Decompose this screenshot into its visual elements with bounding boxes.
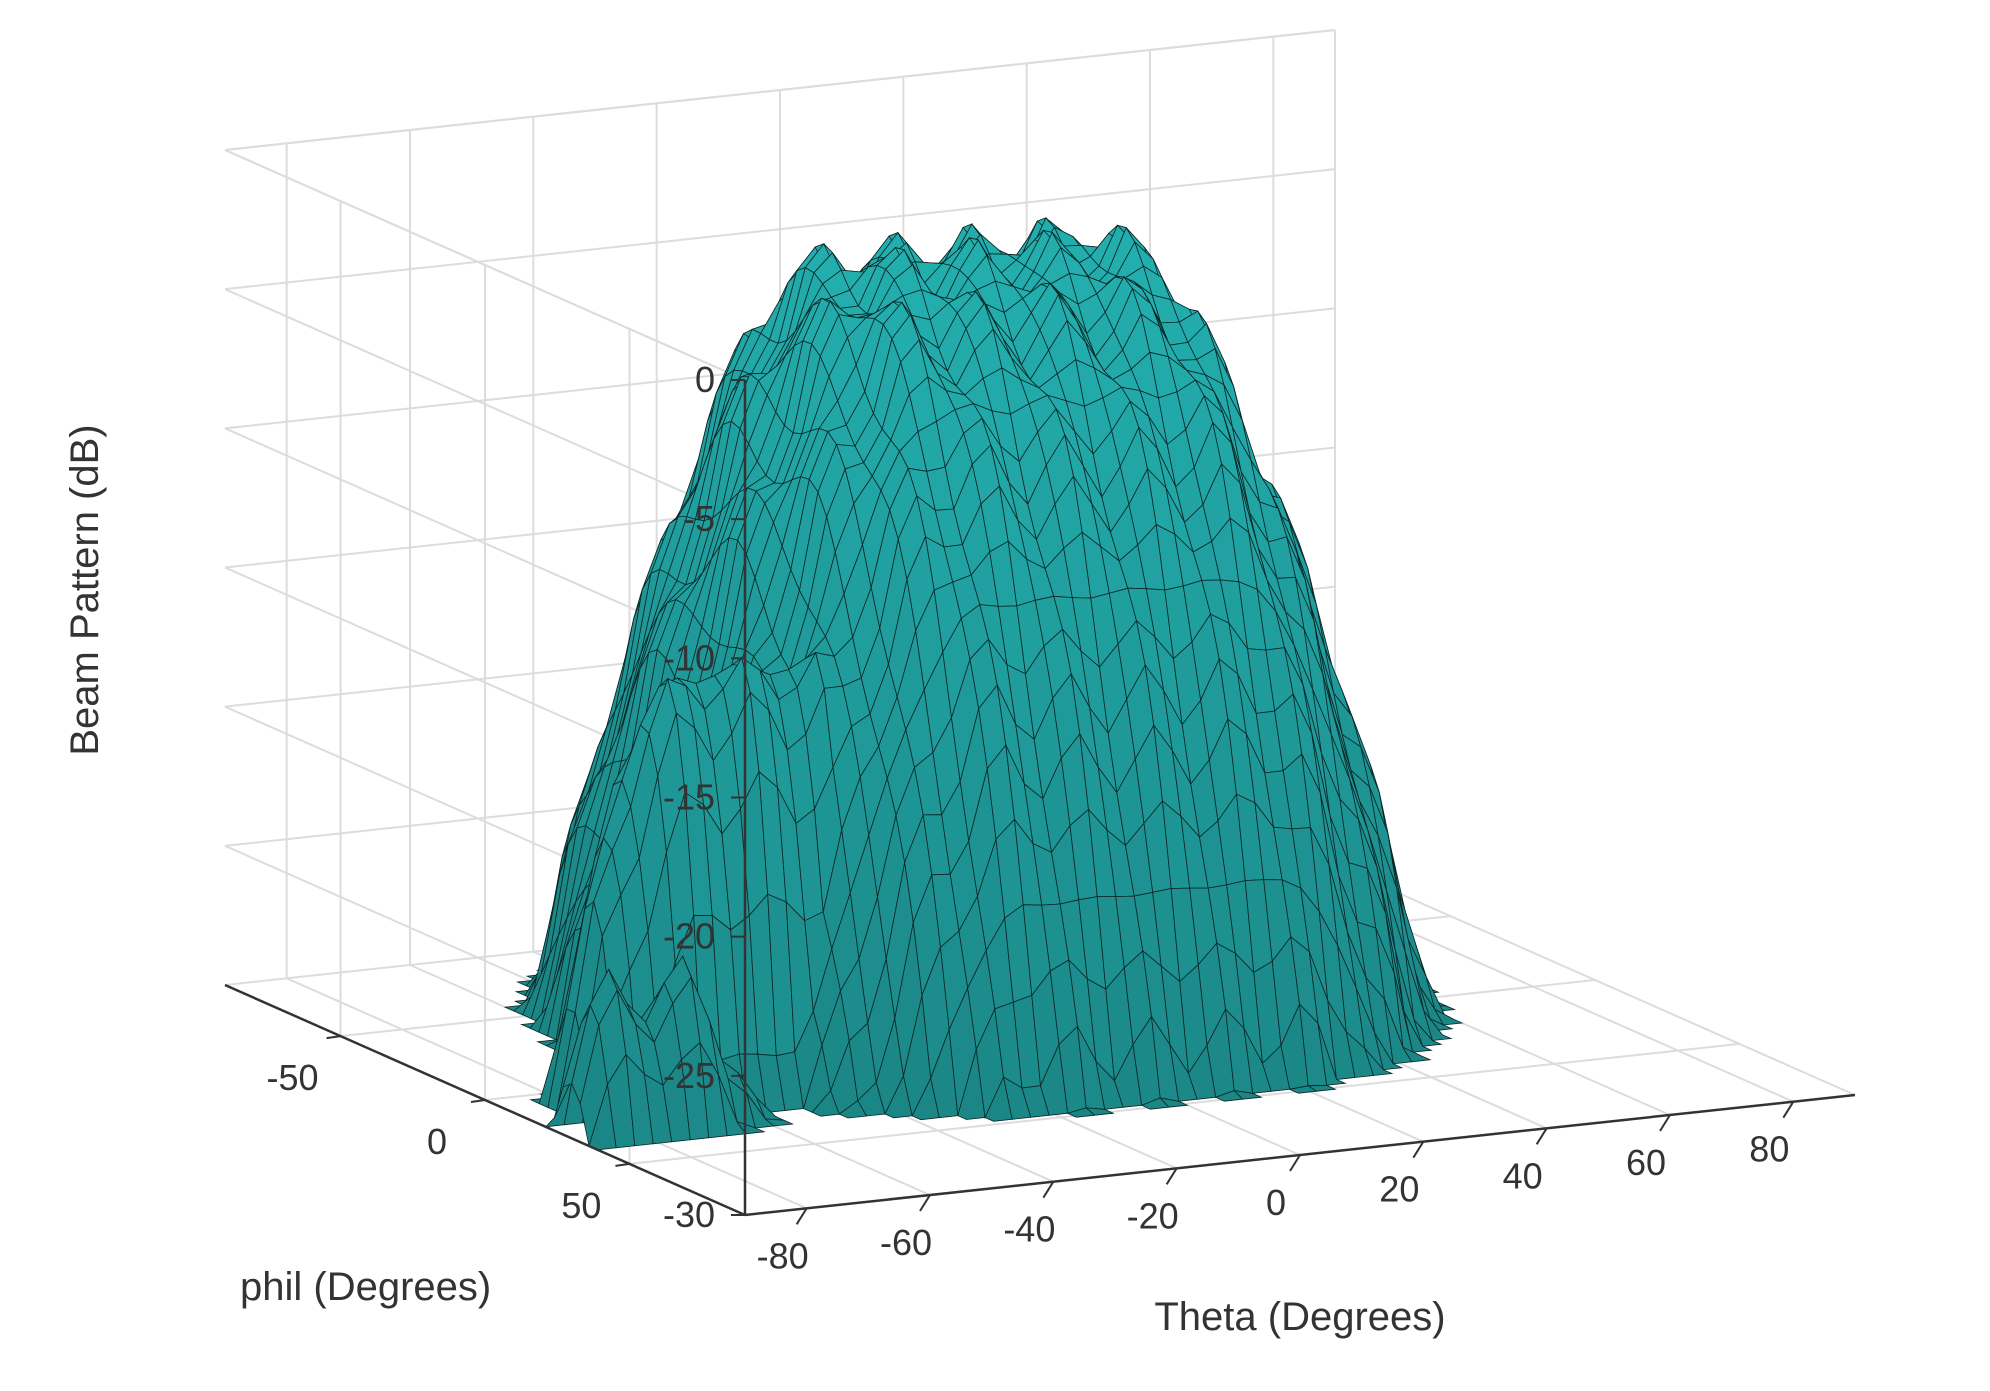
x-tick-label: 40 xyxy=(1503,1155,1543,1196)
surface-cell xyxy=(1159,1097,1189,1108)
z-axis-label: Beam Pattern (dB) xyxy=(63,424,107,755)
y-tick xyxy=(326,1035,341,1040)
x-tick-label: 80 xyxy=(1749,1129,1789,1170)
z-tick-label: -20 xyxy=(663,916,715,957)
surface-cell xyxy=(1364,1048,1394,1076)
y-tick-label: 0 xyxy=(427,1121,447,1162)
z-tick-label: -10 xyxy=(663,637,715,678)
x-tick-label: 20 xyxy=(1379,1169,1419,1210)
x-tick-label: -60 xyxy=(880,1222,932,1263)
z-tick-label: -5 xyxy=(683,498,715,539)
x-tick xyxy=(1412,1141,1425,1159)
y-tick-label: 50 xyxy=(561,1185,601,1226)
x-tick xyxy=(1289,1154,1301,1172)
tick-labels: 0 -5 -10 -15 -20 -25 -30 -80 -60 -40 -20 0 20 40 60 80 -… xyxy=(267,359,1790,1276)
surface-cell xyxy=(1233,1090,1263,1100)
surface-cell xyxy=(1413,1019,1443,1047)
surface-cell xyxy=(1085,1107,1115,1116)
x-tick xyxy=(1042,1181,1055,1199)
surface-cell xyxy=(1306,1084,1337,1092)
grid-edge xyxy=(1334,864,1856,1096)
z-tick-label: -15 xyxy=(663,777,715,818)
surface-cell xyxy=(1433,1008,1464,1026)
x-tick xyxy=(1782,1101,1795,1119)
x-tick xyxy=(1165,1167,1178,1185)
surface-cell xyxy=(1317,1023,1347,1086)
y-tick xyxy=(470,1099,486,1103)
surface-cell xyxy=(1401,1046,1432,1063)
surface-cell xyxy=(1374,1032,1404,1071)
surface-mesh xyxy=(503,217,1464,1151)
x-tick xyxy=(1659,1114,1671,1132)
z-tick-label: -25 xyxy=(663,1055,715,1096)
x-tick xyxy=(795,1207,808,1225)
x-tick-label: -80 xyxy=(757,1235,809,1276)
z-tick-label: -30 xyxy=(663,1194,715,1235)
y-tick xyxy=(615,1162,630,1167)
grid-edge xyxy=(224,149,746,381)
surface-cell xyxy=(1423,1010,1453,1041)
axes xyxy=(224,379,1856,1225)
x-tick xyxy=(919,1194,931,1212)
surface-cell xyxy=(764,1118,795,1127)
x-tick-label: -20 xyxy=(1127,1195,1179,1236)
grid-edge xyxy=(224,29,1336,151)
x-tick-label: -40 xyxy=(1003,1209,1055,1250)
x-tick-label: 60 xyxy=(1626,1142,1666,1183)
z-tick-label: 0 xyxy=(695,359,715,400)
y-tick-label: -50 xyxy=(267,1057,319,1098)
x-axis-label: Theta (Degrees) xyxy=(1154,1295,1445,1339)
y-axis-label: phil (Degrees) xyxy=(240,1265,491,1309)
x-tick-label: 0 xyxy=(1266,1182,1286,1223)
x-tick xyxy=(1535,1127,1548,1145)
